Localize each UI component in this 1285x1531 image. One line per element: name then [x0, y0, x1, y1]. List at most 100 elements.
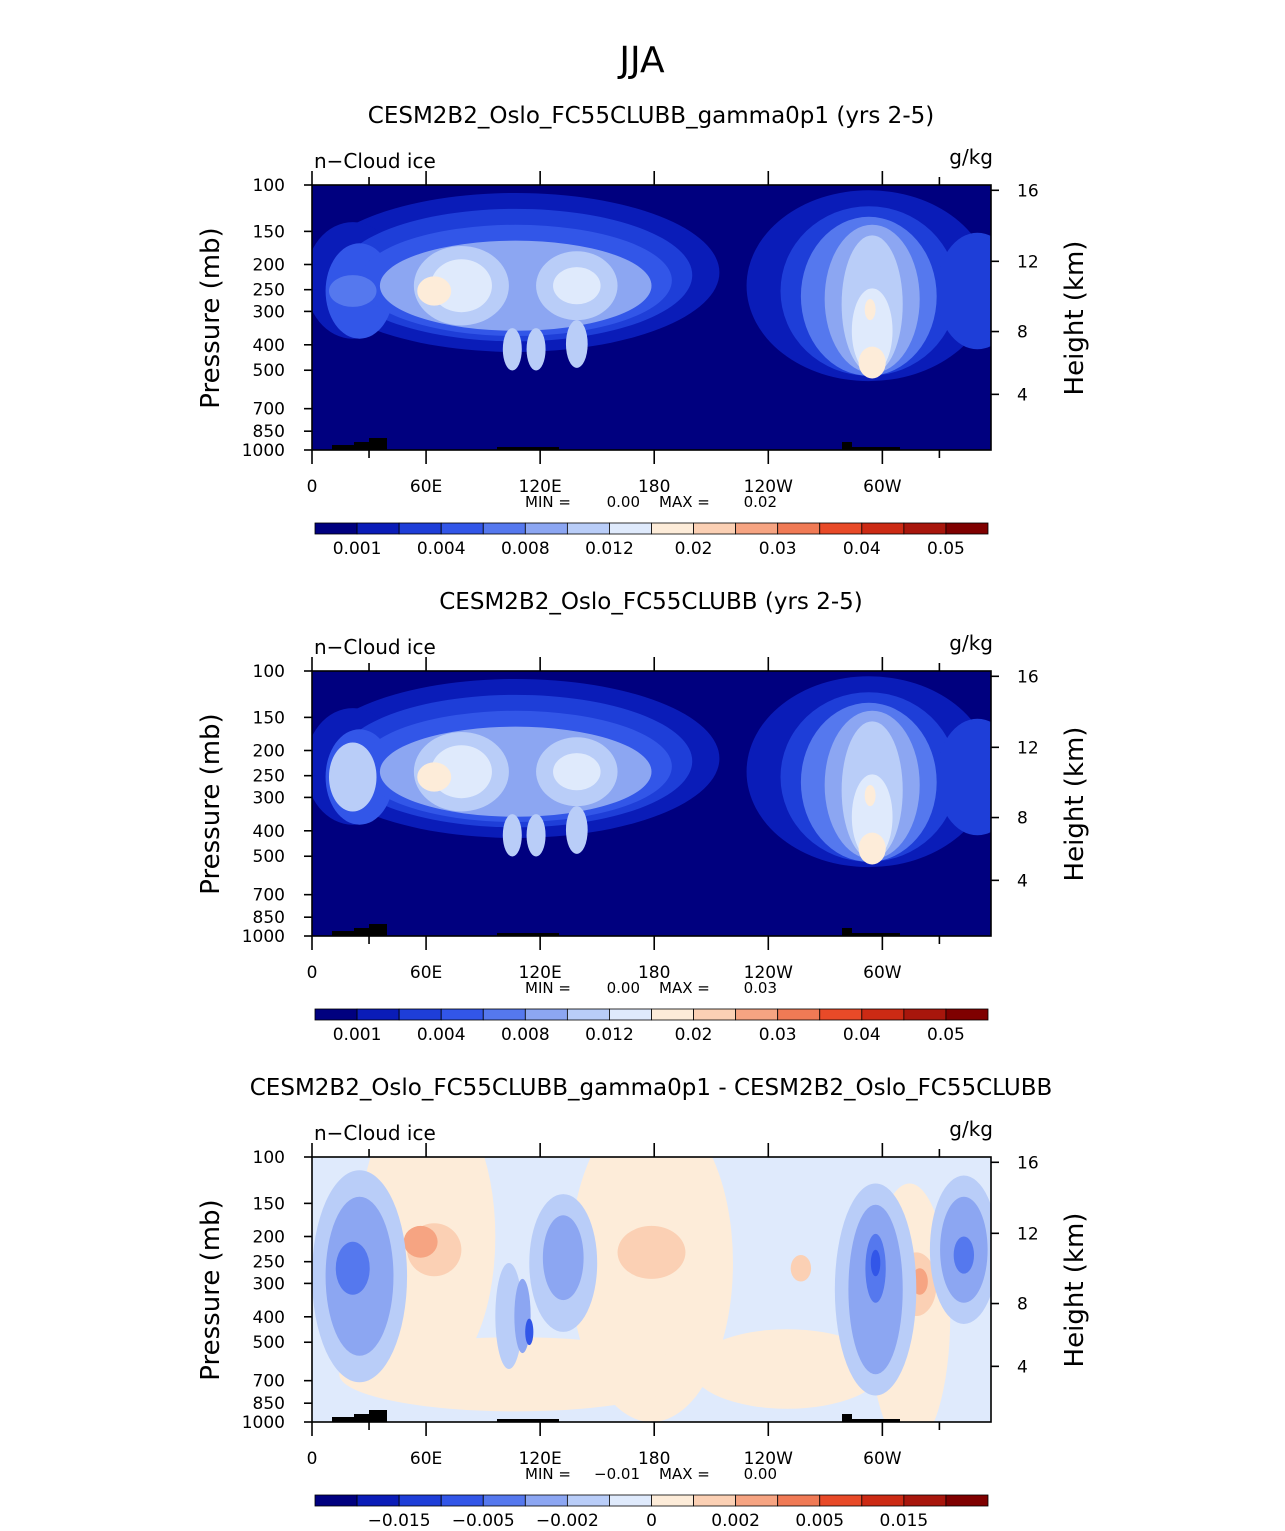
- min-value: 0.00: [607, 979, 640, 997]
- colorbar-swatch: [566, 1008, 610, 1021]
- y2-tick-label: 16: [1017, 667, 1039, 687]
- colorbar-swatch: [524, 1008, 568, 1021]
- y-tick-label: 400: [253, 336, 285, 356]
- y2-tick-label: 8: [1017, 1295, 1028, 1315]
- min-label: MIN =: [525, 493, 571, 511]
- topography: [369, 438, 387, 450]
- min-value: 0.00: [607, 493, 640, 511]
- field-level: [526, 328, 546, 371]
- field-level: [417, 762, 452, 792]
- x-tick-label: 120W: [744, 477, 793, 497]
- field-level: [936, 718, 991, 836]
- field-level: [328, 742, 377, 812]
- y-tick-label: 700: [253, 1372, 285, 1392]
- y-tick-label: 700: [253, 400, 285, 420]
- field: [312, 1157, 991, 1422]
- colorbar-label: 0.012: [585, 539, 634, 559]
- y-axis-title: Pressure (mb): [196, 1199, 226, 1380]
- topography: [369, 1410, 387, 1422]
- field-level: [553, 267, 601, 305]
- max-label: MAX =: [659, 1465, 710, 1483]
- y2-tick-label: 8: [1017, 809, 1028, 829]
- field-level: [495, 1263, 523, 1369]
- y-tick-label: 500: [253, 1333, 285, 1353]
- field-level: [403, 1225, 438, 1258]
- topography: [354, 1414, 369, 1422]
- colorbar-label: −0.015: [368, 1511, 431, 1531]
- panel-title: CESM2B2_Oslo_FC55CLUBB_gamma0p1 - CESM2B…: [250, 1075, 1053, 1101]
- topography: [354, 928, 369, 936]
- min-value: −0.01: [594, 1465, 640, 1483]
- colorbar-label: 0.001: [333, 539, 382, 559]
- x-tick-label: 120E: [519, 1449, 562, 1469]
- colorbar-swatch: [735, 522, 779, 535]
- colorbar-swatch: [861, 1494, 905, 1507]
- x-tick-label: 60E: [410, 1449, 442, 1469]
- y-tick-label: 200: [253, 742, 285, 762]
- y-tick-label: 300: [253, 1274, 285, 1294]
- colorbar-swatch: [945, 1008, 989, 1021]
- max-value: 0.00: [744, 1465, 777, 1483]
- x-tick-label: 180: [638, 1449, 670, 1469]
- colorbar-swatch: [609, 1008, 652, 1021]
- colorbar-swatch: [398, 1008, 442, 1021]
- x-tick-label: 60W: [863, 477, 902, 497]
- colorbar-swatch: [903, 1008, 947, 1021]
- colorbar-swatch: [819, 1008, 863, 1021]
- colorbar-label: 0.05: [927, 1025, 965, 1045]
- plot-frame: [311, 184, 992, 451]
- colorbar-swatch: [314, 1494, 358, 1507]
- units-label: g/kg: [949, 145, 993, 169]
- colorbar-swatch: [440, 1494, 484, 1507]
- y-tick-label: 200: [253, 256, 285, 276]
- y-tick-label: 500: [253, 361, 285, 381]
- colorbar-label: 0.015: [880, 1511, 929, 1531]
- x-tick-label: 60W: [863, 1449, 902, 1469]
- field-level: [542, 1215, 584, 1301]
- topography: [354, 442, 369, 450]
- x-tick-label: 60E: [410, 963, 442, 983]
- colorbar-swatch: [314, 1008, 358, 1021]
- colorbar-swatch: [356, 522, 400, 535]
- field-level: [858, 346, 886, 379]
- topography: [497, 447, 559, 450]
- max-label: MAX =: [659, 493, 710, 511]
- panel-title: CESM2B2_Oslo_FC55CLUBB (yrs 2-5): [439, 589, 863, 615]
- units-label: g/kg: [949, 1117, 993, 1141]
- y-tick-label: 250: [253, 281, 285, 301]
- colorbar-swatch: [693, 1494, 737, 1507]
- colorbar-label: 0.001: [333, 1025, 382, 1045]
- topography: [852, 933, 900, 936]
- colorbar-label: 0.004: [417, 539, 466, 559]
- x-tick-label: 180: [638, 963, 670, 983]
- field-level: [553, 753, 601, 791]
- colorbar-label: 0.005: [795, 1511, 844, 1531]
- field: [312, 671, 991, 936]
- colorbar-swatch: [945, 1494, 989, 1507]
- field-level: [328, 275, 377, 307]
- max-label: MAX =: [659, 979, 710, 997]
- y-tick-label: 100: [253, 176, 285, 196]
- colorbar-swatch: [356, 1494, 400, 1507]
- y-tick-label: 250: [253, 767, 285, 787]
- y-tick-label: 300: [253, 302, 285, 322]
- colorbar-label: 0.03: [759, 1025, 797, 1045]
- field-level: [858, 832, 886, 865]
- field-level: [936, 232, 991, 350]
- y-tick-label: 400: [253, 1308, 285, 1328]
- x-tick-label: 60W: [863, 963, 902, 983]
- field-level: [526, 814, 546, 857]
- y2-tick-label: 16: [1017, 181, 1039, 201]
- y2-tick-label: 16: [1017, 1153, 1039, 1173]
- field-level: [864, 784, 876, 807]
- field-level: [864, 298, 876, 321]
- colorbar-label: 0.04: [843, 1025, 881, 1045]
- colorbar-swatch: [777, 522, 821, 535]
- topography: [497, 1419, 559, 1422]
- colorbar-swatch: [609, 522, 652, 535]
- field-level: [692, 1329, 883, 1409]
- colorbar-swatch: [693, 522, 737, 535]
- y-axis-title: Pressure (mb): [196, 713, 226, 894]
- y-tick-label: 400: [253, 822, 285, 842]
